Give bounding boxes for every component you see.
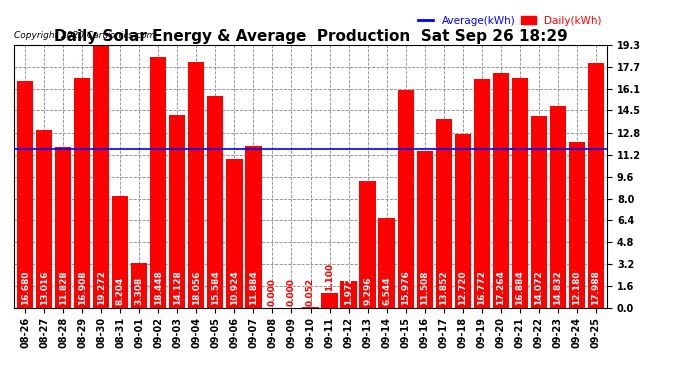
Bar — [397, 90, 414, 308]
Legend: Average(kWh), Daily(kWh): Average(kWh), Daily(kWh) — [417, 16, 602, 26]
Text: 18.056: 18.056 — [192, 271, 201, 306]
Bar — [550, 106, 566, 308]
Bar — [131, 262, 148, 308]
Text: 0.052: 0.052 — [306, 278, 315, 306]
Text: 16.908: 16.908 — [78, 271, 87, 306]
Text: 14.072: 14.072 — [534, 271, 543, 306]
Text: 13.852: 13.852 — [439, 271, 448, 306]
Text: +11.651: +11.651 — [20, 96, 30, 145]
Text: 12.180: 12.180 — [572, 271, 581, 306]
Bar — [569, 142, 585, 308]
Bar — [511, 78, 528, 308]
Text: 15.584: 15.584 — [211, 271, 220, 306]
Text: 17.988: 17.988 — [591, 271, 600, 306]
Text: 16.884: 16.884 — [515, 271, 524, 306]
Bar — [359, 181, 375, 308]
Text: 0.000: 0.000 — [268, 278, 277, 306]
Bar — [36, 130, 52, 308]
Bar — [93, 45, 110, 308]
Bar — [435, 119, 452, 308]
Text: 11.828: 11.828 — [59, 271, 68, 306]
Text: 11.508: 11.508 — [420, 271, 429, 306]
Bar — [55, 147, 71, 308]
Title: Daily Solar Energy & Average  Production  Sat Sep 26 18:29: Daily Solar Energy & Average Production … — [54, 29, 567, 44]
Bar — [531, 116, 546, 308]
Bar — [207, 96, 224, 308]
Text: 16.680: 16.680 — [21, 271, 30, 306]
Text: Copyright 2020 Cartronics.com: Copyright 2020 Cartronics.com — [14, 31, 155, 40]
Bar — [379, 219, 395, 308]
Bar — [150, 57, 166, 308]
Bar — [188, 62, 204, 308]
Bar — [473, 80, 490, 308]
Text: 0.000: 0.000 — [287, 278, 296, 306]
Text: 12.720: 12.720 — [458, 271, 467, 306]
Bar — [246, 146, 262, 308]
Bar — [493, 73, 509, 308]
Bar — [588, 63, 604, 308]
Text: 6.544: 6.544 — [382, 277, 391, 306]
Text: 19.272: 19.272 — [97, 271, 106, 306]
Bar — [17, 81, 33, 308]
Bar — [340, 280, 357, 308]
Text: 1.972: 1.972 — [344, 277, 353, 306]
Text: 8.204: 8.204 — [116, 277, 125, 306]
Text: 13.016: 13.016 — [40, 271, 49, 306]
Text: 10.924: 10.924 — [230, 271, 239, 306]
Bar — [417, 151, 433, 308]
Text: 15.976: 15.976 — [401, 271, 410, 306]
Bar — [322, 292, 337, 308]
Text: 11.884: 11.884 — [249, 271, 258, 306]
Bar — [112, 196, 128, 308]
Bar — [455, 135, 471, 308]
Text: 3.308: 3.308 — [135, 277, 144, 306]
Text: 17.264: 17.264 — [496, 271, 505, 306]
Bar — [302, 307, 319, 308]
Text: 9.296: 9.296 — [363, 277, 372, 306]
Text: 14.128: 14.128 — [173, 271, 182, 306]
Text: 16.772: 16.772 — [477, 271, 486, 306]
Text: 14.832: 14.832 — [553, 271, 562, 306]
Bar — [226, 159, 242, 308]
Text: 1.100: 1.100 — [325, 263, 334, 291]
Bar — [75, 78, 90, 308]
Bar — [169, 116, 186, 308]
Text: +11.651: +11.651 — [591, 96, 601, 145]
Text: 18.448: 18.448 — [154, 271, 163, 306]
